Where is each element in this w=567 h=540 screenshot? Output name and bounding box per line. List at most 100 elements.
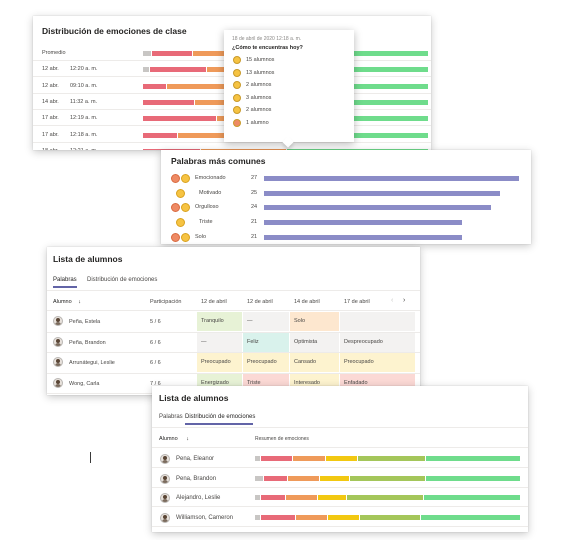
student-name[interactable]: Pena, Brandon: [176, 475, 217, 482]
emotion-cell: Tranquilo: [197, 312, 243, 331]
row-divider: [152, 467, 528, 468]
emoji-icon: [181, 203, 190, 213]
word-frequency-bar[interactable]: [264, 220, 463, 226]
class-distribution-title: Distribución de emociones de clase: [42, 26, 187, 36]
tooltip-count: 3 alumnos: [246, 94, 272, 101]
bar-segment-red: [143, 99, 194, 105]
avatar-head: [56, 359, 60, 363]
bar-segment-green: [298, 99, 428, 105]
row-divider: [152, 525, 528, 527]
row-divider: [152, 486, 528, 488]
emotion-cell: Cansado: [290, 353, 340, 372]
bar-segment-lime: [347, 495, 423, 500]
bar-segment-gray: [143, 51, 152, 56]
emoji-icon: [171, 174, 180, 183]
emoji-icon: [181, 232, 190, 242]
bar-segment-red: [143, 116, 217, 122]
word-frequency-bar[interactable]: [264, 205, 491, 211]
tooltip-count: 13 alumnos: [246, 69, 275, 76]
row-divider: [33, 141, 431, 143]
row-date: 12 abr.: [42, 82, 59, 89]
avatar-body: [55, 363, 61, 366]
bar-segment-orange: [200, 148, 286, 150]
student-name[interactable]: Williamson, Cameron: [176, 514, 234, 521]
bar-segment-green: [315, 83, 428, 89]
tooltip-timestamp: 18 de abril de 2020 12:18 a. m.: [232, 36, 302, 42]
bar-segment-red: [143, 132, 177, 138]
emotion-cell: Feliz: [243, 332, 290, 352]
bar-segment-green: [286, 148, 428, 150]
chevron-left-icon[interactable]: ‹: [391, 297, 394, 304]
row-time: 12:18 a. m.: [70, 131, 98, 138]
tab-emotion-distribution[interactable]: Distribución de emociones: [87, 277, 158, 283]
avatar-head: [163, 456, 167, 460]
tab-divider: [47, 290, 420, 291]
word-frequency-bar[interactable]: [264, 176, 519, 181]
class-distribution-bar[interactable]: [143, 148, 429, 150]
student-name[interactable]: Wong, Carla: [69, 380, 100, 387]
student-name[interactable]: Alejandro, Leslie: [176, 495, 221, 501]
tab-words[interactable]: Palabras: [53, 277, 77, 283]
student-name[interactable]: Pena, Eleanor: [176, 456, 215, 462]
sort-arrow-icon: ↓: [186, 436, 189, 442]
student-emotion-bar[interactable]: [255, 456, 521, 461]
row-date: 14 abr.: [42, 98, 59, 105]
col-header-student-label: Alumno: [53, 299, 72, 305]
emoji-icon: [171, 203, 180, 213]
bar-segment-lime: [357, 456, 426, 461]
participation-value: 6 / 6: [150, 360, 161, 366]
student-emotion-bar[interactable]: [255, 495, 521, 500]
tab2-emotion-distribution[interactable]: Distribución de emociones: [185, 414, 256, 420]
row-time: 12:21 a. m.: [70, 148, 98, 150]
tab-words-underline: [53, 286, 77, 288]
tab2-words[interactable]: Palabras: [159, 414, 183, 420]
avatar: [53, 357, 63, 367]
word-count: 21: [251, 219, 258, 226]
bar-segment-red: [149, 67, 206, 73]
word-label: Emocionado: [195, 175, 226, 181]
word-count: 24: [251, 204, 258, 211]
avatar: [160, 493, 170, 503]
avatar: [53, 377, 63, 388]
sort-arrow-icon: ↓: [78, 299, 81, 305]
bar-segment-gray: [255, 495, 261, 500]
avatar-head: [56, 338, 60, 343]
row-time: 12:19 a. m.: [70, 115, 98, 122]
student-list-title: Lista de alumnos: [53, 254, 123, 264]
avatar-head: [163, 495, 167, 499]
avatar: [53, 316, 63, 326]
student-name[interactable]: Peña, Brandon: [69, 339, 106, 346]
col-header-student[interactable]: Alumno ↓: [53, 299, 81, 305]
chevron-right-icon[interactable]: ›: [403, 297, 406, 304]
bar-segment-orange: [166, 83, 229, 89]
avatar: [160, 473, 170, 484]
col-header-date-3: 14 de abril: [294, 299, 320, 305]
bar-segment-gray: [255, 456, 261, 461]
avatar-body: [162, 518, 168, 522]
emoji-icon: [171, 232, 180, 242]
row-divider: [47, 331, 420, 333]
col2-header-student[interactable]: Alumno ↓: [159, 436, 189, 442]
student-name[interactable]: Peña, Estela: [69, 319, 101, 325]
avatar-head: [163, 514, 167, 519]
student-name[interactable]: Arrunátegui, Leslie: [69, 360, 115, 366]
word-frequency-bar[interactable]: [264, 234, 463, 240]
common-words-title: Palabras más comunes: [171, 156, 266, 166]
bar-segment-yellow: [325, 456, 357, 461]
emoji-icon: [176, 218, 185, 228]
word-count: 21: [251, 233, 258, 240]
bar-segment-green: [298, 116, 428, 122]
emotion-face-icon: [233, 106, 241, 115]
word-label: Triste: [199, 219, 213, 226]
student-emotion-bar[interactable]: [255, 514, 521, 520]
bar-segment-red: [261, 456, 293, 461]
col2-header-student-label: Alumno: [159, 436, 178, 442]
avatar-body: [162, 460, 168, 463]
bar-segment-orange: [192, 51, 244, 56]
emotion-face-icon: [233, 119, 241, 127]
row-date: Promedio: [42, 50, 66, 56]
student-emotion-bar[interactable]: [255, 475, 521, 481]
bar-segment-yellow: [328, 514, 360, 520]
word-frequency-bar[interactable]: [264, 190, 501, 196]
avatar-body: [55, 342, 61, 346]
